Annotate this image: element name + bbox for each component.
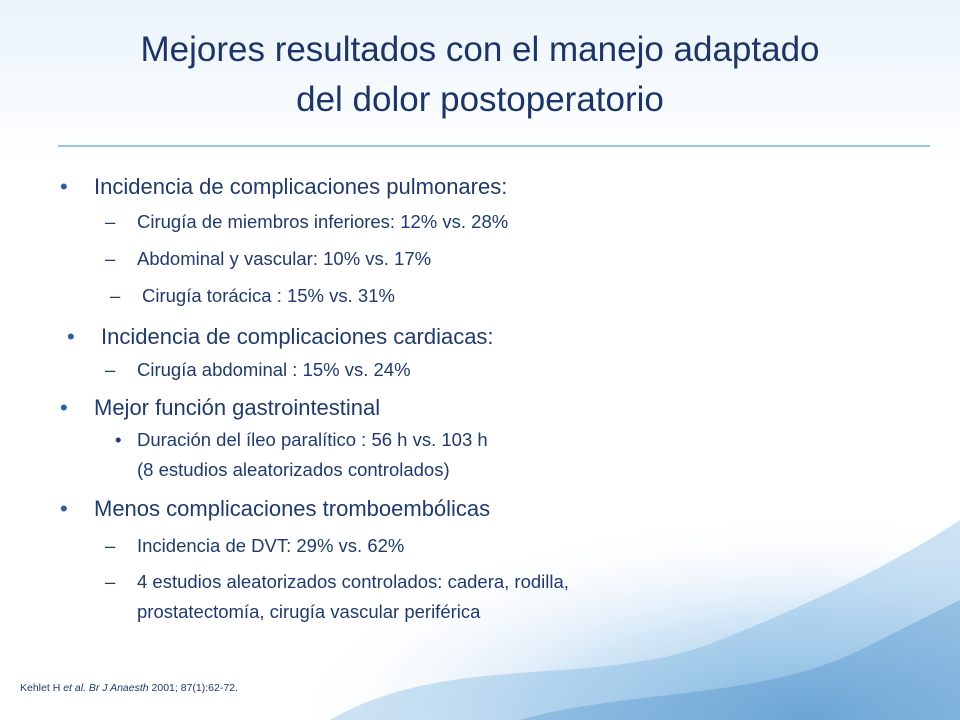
bullet: Incidencia de complicaciones pulmonares: (60, 172, 507, 202)
bullet: Incidencia de complicaciones cardiacas: (67, 322, 494, 352)
reference-part: Br J Anaesth (85, 682, 149, 694)
sub-bullet: Cirugía de miembros inferiores: 12% vs. … (105, 207, 508, 237)
sub-bullet: 4 estudios aleatorizados controlados: ca… (105, 567, 569, 597)
reference-part: Kehlet H (20, 682, 64, 694)
reference-part: 2001; 87(1):62-72. (148, 682, 238, 694)
title-rule (58, 145, 930, 147)
sub-bullet: Cirugía torácica : 15% vs. 31% (110, 281, 395, 311)
sub-bullet: Cirugía abdominal : 15% vs. 24% (105, 355, 410, 385)
top-wash (0, 0, 960, 160)
wave (520, 600, 960, 720)
bullet: Menos complicaciones tromboembólicas (60, 494, 490, 524)
wave (330, 520, 960, 720)
slide-title: Mejores resultados con el manejo adaptad… (140, 30, 820, 69)
sub-bullet: Abdominal y vascular: 10% vs. 17% (105, 244, 431, 274)
reference-part: et al. (63, 682, 86, 694)
sub-bullet: Incidencia de DVT: 29% vs. 62% (105, 531, 404, 561)
bullet: Mejor función gastrointestinal (60, 393, 380, 423)
reference: Kehlet H et al. Br J Anaesth 2001; 87(1)… (20, 682, 238, 694)
slide-title: del dolor postoperatorio (296, 80, 664, 119)
sub-bullet: (8 estudios aleatorizados controlados) (137, 459, 450, 480)
sub-bullet: prostatectomía, cirugía vascular perifér… (137, 601, 481, 622)
sub-bullet: Duración del íleo paralítico : 56 h vs. … (115, 425, 488, 455)
